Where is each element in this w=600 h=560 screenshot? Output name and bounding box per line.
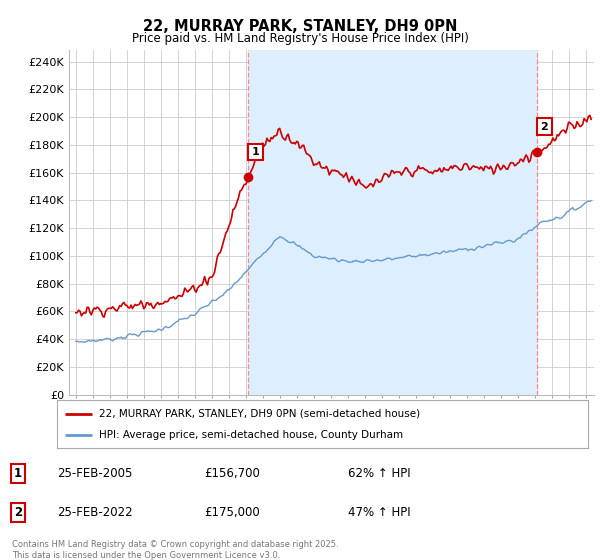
Text: 25-FEB-2022: 25-FEB-2022 bbox=[57, 506, 133, 519]
Text: 2: 2 bbox=[541, 122, 548, 132]
Text: 25-FEB-2005: 25-FEB-2005 bbox=[57, 466, 133, 480]
Text: 1: 1 bbox=[14, 466, 22, 480]
Text: 22, MURRAY PARK, STANLEY, DH9 0PN: 22, MURRAY PARK, STANLEY, DH9 0PN bbox=[143, 20, 457, 34]
Text: Price paid vs. HM Land Registry's House Price Index (HPI): Price paid vs. HM Land Registry's House … bbox=[131, 32, 469, 45]
Text: 62% ↑ HPI: 62% ↑ HPI bbox=[348, 466, 410, 480]
Text: 2: 2 bbox=[14, 506, 22, 519]
Text: £175,000: £175,000 bbox=[204, 506, 260, 519]
Text: 22, MURRAY PARK, STANLEY, DH9 0PN (semi-detached house): 22, MURRAY PARK, STANLEY, DH9 0PN (semi-… bbox=[100, 409, 421, 419]
Text: £156,700: £156,700 bbox=[204, 466, 260, 480]
Text: Contains HM Land Registry data © Crown copyright and database right 2025.
This d: Contains HM Land Registry data © Crown c… bbox=[12, 540, 338, 559]
Bar bbox=[248, 50, 537, 395]
Text: HPI: Average price, semi-detached house, County Durham: HPI: Average price, semi-detached house,… bbox=[100, 430, 404, 440]
Text: 47% ↑ HPI: 47% ↑ HPI bbox=[348, 506, 410, 519]
Text: 1: 1 bbox=[251, 147, 259, 157]
